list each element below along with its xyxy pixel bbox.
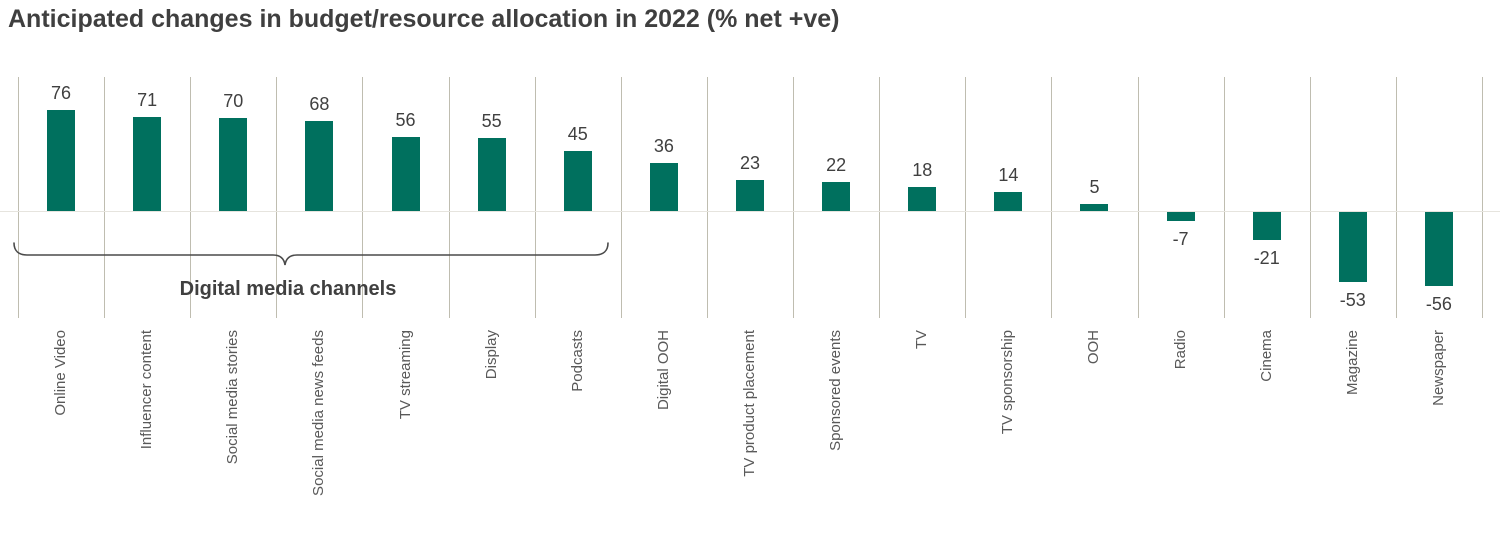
gridline xyxy=(1395,77,1397,318)
gridline xyxy=(362,77,364,318)
category-label: Online Video xyxy=(52,330,70,416)
gridline xyxy=(1309,77,1311,318)
category-label: Digital OOH xyxy=(654,330,672,411)
category-label: OOH xyxy=(1085,330,1103,365)
category-label: Social media news feeds xyxy=(310,330,328,496)
gridline xyxy=(448,77,450,318)
category-label: Influencer content xyxy=(138,330,156,450)
category-label: Podcasts xyxy=(568,330,586,392)
bar xyxy=(649,163,678,211)
bar-value-label: 71 xyxy=(137,89,158,110)
category-label: Cinema xyxy=(1257,330,1275,382)
bar xyxy=(1080,204,1109,211)
bar-value-label: 45 xyxy=(567,124,588,145)
gridline xyxy=(965,77,967,318)
gridline xyxy=(879,77,881,318)
bar-value-label: -56 xyxy=(1425,294,1452,315)
bar-value-label: -53 xyxy=(1339,290,1366,311)
bar xyxy=(305,120,334,211)
bar xyxy=(736,180,764,211)
bar-value-label: 18 xyxy=(912,160,933,181)
gridline xyxy=(1223,77,1225,318)
category-label: TV product placement xyxy=(741,330,758,477)
category-label: Radio xyxy=(1171,330,1189,370)
bar xyxy=(994,192,1023,211)
bar xyxy=(822,181,851,211)
bar xyxy=(1338,212,1367,283)
gridline xyxy=(104,77,106,318)
bar-value-label: 68 xyxy=(309,93,330,114)
bar-value-label: -7 xyxy=(1172,229,1189,250)
category-label: Newspaper xyxy=(1429,330,1447,406)
gridline xyxy=(1482,77,1483,318)
zero-axis-line xyxy=(0,211,1500,212)
chart-title: Anticipated changes in budget/resource a… xyxy=(8,5,840,33)
bar-value-label: 14 xyxy=(998,165,1019,186)
bar-value-label: 5 xyxy=(1089,177,1100,198)
gridline xyxy=(534,77,536,318)
gridline xyxy=(706,77,708,318)
gridline xyxy=(190,77,192,318)
bar-value-label: -21 xyxy=(1253,247,1280,268)
gridline xyxy=(18,77,19,318)
bar xyxy=(1424,212,1453,287)
category-label: Social media stories xyxy=(224,330,242,465)
bar xyxy=(563,151,592,211)
category-label: Display xyxy=(482,330,500,380)
category-label: Sponsored events xyxy=(827,330,845,451)
bar-value-label: 36 xyxy=(653,136,674,157)
bar xyxy=(477,138,506,211)
bar-value-label: 22 xyxy=(826,154,847,175)
bar xyxy=(133,116,162,211)
bar-value-label: 56 xyxy=(395,109,416,130)
bar xyxy=(908,187,937,211)
gridline xyxy=(1137,77,1139,318)
bar xyxy=(391,136,420,211)
bar xyxy=(1166,212,1195,222)
bar-value-label: 70 xyxy=(223,91,244,112)
gridline xyxy=(1051,77,1053,318)
bar-value-label: 76 xyxy=(51,83,72,104)
category-label: TV xyxy=(913,330,931,350)
bracket-label: Digital media channels xyxy=(179,278,397,300)
bar-value-label: 55 xyxy=(481,111,502,131)
gridline xyxy=(620,77,622,318)
bar xyxy=(1252,212,1281,240)
category-label: TV sponsorship xyxy=(999,330,1017,435)
gridline xyxy=(793,77,795,318)
gridline xyxy=(276,77,278,318)
bar xyxy=(47,110,76,211)
category-label: TV streaming xyxy=(396,330,414,420)
bar xyxy=(219,118,248,211)
category-label: Magazine xyxy=(1343,330,1361,396)
bar-value-label: 23 xyxy=(739,153,761,174)
